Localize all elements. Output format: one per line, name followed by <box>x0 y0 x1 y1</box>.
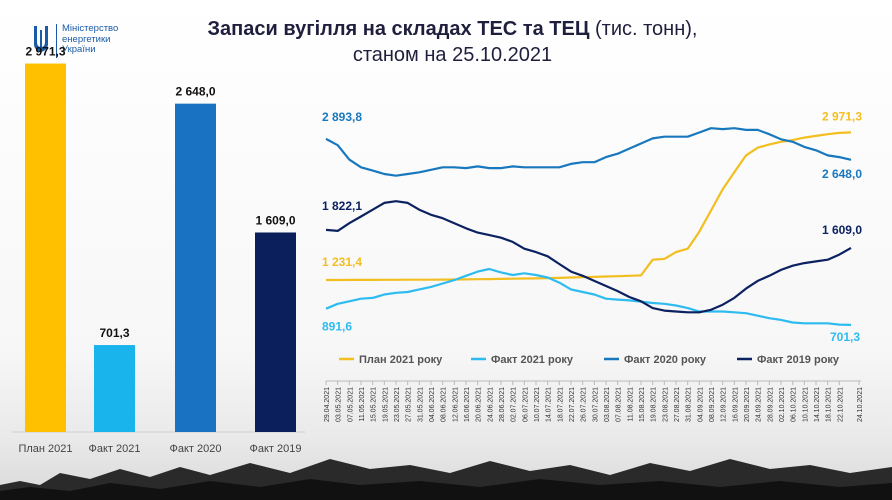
x-tick-label: 22.10.2021 <box>837 387 844 422</box>
x-tick-label: 24.10.2021 <box>857 387 864 422</box>
bar-category-label: План 2021 <box>18 443 72 455</box>
x-tick-label: 12.06.2021 <box>452 387 459 422</box>
ministry-name: Міністерство енергетики України <box>62 23 170 56</box>
x-tick-label: 19.05.2021 <box>382 387 389 422</box>
x-tick-label: 24.06.2021 <box>487 387 494 422</box>
x-tick-label: 04.06.2021 <box>429 387 436 422</box>
series-line-1 <box>326 131 852 282</box>
x-tick-label: 18.07.2021 <box>557 387 564 422</box>
trident-icon <box>34 26 48 52</box>
x-tick-label: 03.05.2021 <box>336 387 343 422</box>
x-tick-label: 12.09.2021 <box>721 387 728 422</box>
x-tick-label: 08.09.2021 <box>709 387 716 422</box>
series-start-label: 1 231,4 <box>322 255 362 269</box>
legend-label: Факт 2019 року <box>757 354 840 366</box>
title-unit: (тис. тонн), <box>595 18 698 40</box>
legend-label: Факт 2021 року <box>491 354 574 366</box>
x-tick-label: 29.04.2021 <box>324 387 331 422</box>
series-end-label: 2 648,0 <box>822 167 862 181</box>
x-tick-label: 27.05.2021 <box>406 387 413 422</box>
ministry-name-line: Міністерство <box>62 23 119 34</box>
series-start-label: 1 822,1 <box>322 199 362 213</box>
x-tick-label: 06.10.2021 <box>791 387 798 422</box>
bar-value-label: 1 609,0 <box>255 213 295 227</box>
legend-label: Факт 2020 року <box>624 354 707 366</box>
x-tick-label: 26.07.2021 <box>581 387 588 422</box>
series-line-4 <box>325 200 852 314</box>
ministry-logo: Міністерство енергетики України <box>32 23 172 64</box>
x-tick-label: 06.07.2021 <box>522 387 529 422</box>
x-tick-label: 28.06.2021 <box>499 387 506 422</box>
bar-2 <box>94 345 135 432</box>
x-tick-label: 07.05.2021 <box>347 387 354 422</box>
x-tick-label: 22.07.2021 <box>569 387 576 422</box>
x-tick-label: 11.08.2021 <box>627 387 634 422</box>
x-tick-label: 03.08.2021 <box>604 387 611 422</box>
series-end-label: 701,3 <box>830 330 860 344</box>
bar-1 <box>25 63 66 432</box>
page-title: Запаси вугілля на складах ТЕС та ТЕЦ (ти… <box>160 16 745 68</box>
logo-divider <box>56 24 57 58</box>
x-tick-label: 28.09.2021 <box>767 387 774 422</box>
bar-value-label: 2 648,0 <box>175 85 215 99</box>
legend-label: План 2021 року <box>359 354 443 366</box>
x-tick-label: 02.07.2021 <box>511 387 518 422</box>
x-tick-label: 23.08.2021 <box>662 387 669 422</box>
x-tick-label: 15.08.2021 <box>639 387 646 422</box>
title-subtitle: станом на 25.10.2021 <box>352 44 553 66</box>
bar-category-label: Факт 2019 <box>250 443 302 455</box>
series-line-3 <box>325 127 852 177</box>
x-tick-label: 10.07.2021 <box>534 387 541 422</box>
x-tick-label: 11.05.2021 <box>359 387 366 422</box>
x-tick-label: 04.09.2021 <box>697 387 704 422</box>
bar-4 <box>255 232 296 432</box>
x-tick-label: 18.10.2021 <box>826 387 833 422</box>
x-tick-label: 30.07.2021 <box>592 387 599 422</box>
x-tick-label: 08.06.2021 <box>441 387 448 422</box>
series-end-label: 2 971,3 <box>822 109 862 123</box>
x-tick-label: 20.09.2021 <box>744 387 751 422</box>
series-start-label: 891,6 <box>322 320 352 334</box>
x-tick-label: 16.09.2021 <box>732 387 739 422</box>
x-tick-label: 31.05.2021 <box>417 387 424 422</box>
x-tick-label: 19.08.2021 <box>651 387 658 422</box>
coal-pile-decoration <box>0 459 892 500</box>
x-tick-label: 10.10.2021 <box>802 387 809 422</box>
x-tick-label: 02.10.2021 <box>779 387 786 422</box>
bar-category-label: Факт 2021 <box>89 443 141 455</box>
series-line-2 <box>325 267 852 326</box>
bar-value-label: 2 971,3 <box>25 45 65 59</box>
x-tick-label: 14.07.2021 <box>546 387 553 422</box>
x-tick-label: 20.06.2021 <box>476 387 483 422</box>
series-end-label: 1 609,0 <box>822 223 862 237</box>
bar-3 <box>175 103 216 432</box>
x-tick-label: 23.05.2021 <box>394 387 401 422</box>
title-main: Запаси вугілля на складах ТЕС та ТЕЦ <box>207 18 590 40</box>
x-tick-label: 24.09.2021 <box>756 387 763 422</box>
x-tick-label: 14.10.2021 <box>814 387 821 422</box>
series-start-label: 2 893,8 <box>322 110 362 124</box>
x-tick-label: 31.08.2021 <box>686 387 693 422</box>
x-tick-label: 16.06.2021 <box>464 387 471 422</box>
x-tick-label: 07.08.2021 <box>616 387 623 422</box>
x-tick-label: 15.05.2021 <box>371 387 378 422</box>
bar-value-label: 701,3 <box>99 326 129 340</box>
bar-category-label: Факт 2020 <box>170 443 222 455</box>
ministry-name-line: енергетики <box>62 33 111 45</box>
ministry-name-line: України <box>62 44 96 55</box>
x-tick-label: 27.08.2021 <box>674 387 681 422</box>
